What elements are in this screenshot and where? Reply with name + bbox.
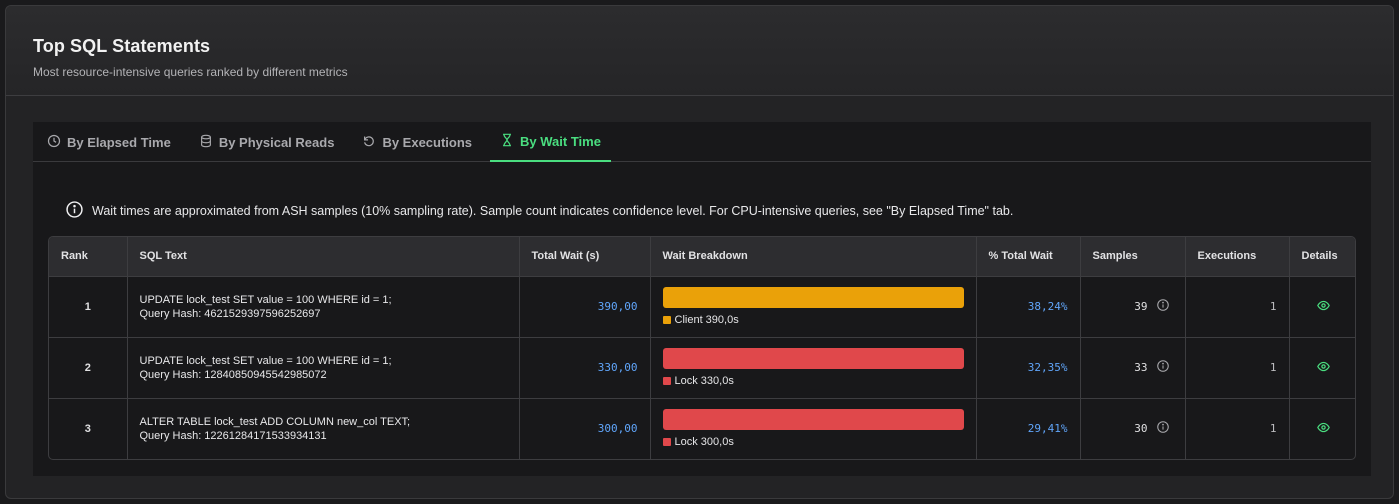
hourglass-icon: [500, 133, 514, 150]
wait-breakdown-bar: [662, 348, 964, 369]
samples-value: 30: [1134, 422, 1148, 436]
tab-label: By Elapsed Time: [67, 134, 171, 150]
query-hash: Query Hash: 4621529397596252697: [139, 307, 321, 320]
executions-cell: 1: [1185, 276, 1290, 337]
info-icon[interactable]: [1156, 360, 1169, 375]
wait-breakdown-legend: Lock 300,0s: [662, 436, 964, 449]
total-wait-cell: 300,00: [519, 398, 651, 459]
column-header-sql-text[interactable]: SQL Text: [127, 237, 520, 276]
tab-label: By Executions: [382, 134, 473, 150]
wait-breakdown-legend: Client 390,0s: [662, 314, 964, 326]
wait-breakdown-cell: Lock 330,0s: [650, 337, 977, 398]
info-icon[interactable]: [1156, 299, 1169, 314]
samples-cell: 33: [1080, 337, 1186, 398]
tab-bar: By Elapsed Time By Physical Reads By Exe…: [33, 122, 1371, 162]
wait-breakdown-legend: Lock 330,0s: [662, 375, 964, 387]
samples-cell: 30: [1080, 398, 1186, 459]
legend-swatch: [662, 316, 671, 324]
details-cell: [1289, 398, 1355, 459]
tab-panel: By Elapsed Time By Physical Reads By Exe…: [33, 122, 1371, 476]
info-text: Wait times are approximated from ASH sam…: [92, 203, 1014, 218]
wait-breakdown-cell: Lock 300,0s: [650, 398, 977, 459]
sql-text: ALTER TABLE lock_test ADD COLUMN new_col…: [139, 415, 411, 428]
column-header-rank[interactable]: Rank: [49, 237, 128, 276]
wait-breakdown-cell: Client 390,0s: [650, 276, 977, 337]
wait-breakdown-bar: [662, 409, 964, 431]
pct-total-wait-cell: 29,41%: [976, 398, 1081, 459]
query-hash: Query Hash: 12261284171533934131: [139, 429, 327, 442]
info-icon[interactable]: [1156, 421, 1169, 436]
samples-value: 33: [1134, 361, 1148, 374]
rank-cell: 2: [49, 337, 128, 398]
samples-value: 39: [1134, 300, 1148, 313]
legend-label: Client 390,0s: [674, 314, 739, 326]
query-hash: Query Hash: 12840850945542985072: [139, 368, 327, 381]
pct-total-wait-cell: 32,35%: [976, 337, 1081, 398]
sql-text-cell: ALTER TABLE lock_test ADD COLUMN new_col…: [127, 398, 520, 459]
wait-breakdown-bar: [662, 287, 964, 308]
tab-executions[interactable]: By Executions: [352, 122, 482, 162]
details-cell: [1289, 276, 1355, 337]
tab-wait-time[interactable]: By Wait Time: [490, 122, 611, 162]
legend-label: Lock 330,0s: [674, 375, 734, 387]
sql-text-cell: UPDATE lock_test SET value = 100 WHERE i…: [127, 276, 520, 337]
tab-label: By Physical Reads: [218, 134, 335, 150]
page-title: Top SQL Statements: [33, 36, 211, 56]
info-banner: Wait times are approximated from ASH sam…: [33, 162, 1371, 234]
executions-cell: 1: [1185, 337, 1290, 398]
eye-icon[interactable]: [1316, 299, 1330, 315]
column-header-samples[interactable]: Samples: [1080, 237, 1186, 276]
total-wait-cell: 390,00: [519, 276, 651, 337]
eye-icon[interactable]: [1316, 360, 1330, 376]
tab-label: By Wait Time: [520, 133, 601, 149]
refresh-icon: [362, 134, 376, 151]
sql-text-cell: UPDATE lock_test SET value = 100 WHERE i…: [127, 337, 520, 398]
column-header-wait-breakdown[interactable]: Wait Breakdown: [650, 237, 977, 276]
sql-text: UPDATE lock_test SET value = 100 WHERE i…: [139, 293, 392, 306]
top-sql-card: Top SQL Statements Most resource-intensi…: [5, 5, 1394, 499]
legend-swatch: [662, 438, 671, 447]
column-header-executions[interactable]: Executions: [1185, 237, 1290, 276]
column-header-pct-total-wait[interactable]: % Total Wait: [976, 237, 1081, 276]
details-cell: [1289, 337, 1355, 398]
executions-cell: 1: [1185, 398, 1290, 459]
table-row[interactable]: 2 UPDATE lock_test SET value = 100 WHERE…: [49, 337, 1355, 398]
eye-icon[interactable]: [1316, 421, 1330, 437]
card-header: Top SQL Statements Most resource-intensi…: [6, 6, 1393, 96]
legend-swatch: [662, 377, 671, 385]
table-header-row: Rank SQL Text Total Wait (s) Wait Breakd…: [49, 237, 1355, 276]
legend-label: Lock 300,0s: [674, 436, 734, 449]
database-icon: [199, 134, 213, 151]
sql-table: Rank SQL Text Total Wait (s) Wait Breakd…: [48, 236, 1356, 460]
tab-elapsed-time[interactable]: By Elapsed Time: [37, 122, 181, 162]
total-wait-cell: 330,00: [519, 337, 651, 398]
page-subtitle: Most resource-intensive queries ranked b…: [33, 65, 348, 79]
tab-physical-reads[interactable]: By Physical Reads: [189, 122, 345, 162]
samples-cell: 39: [1080, 276, 1186, 337]
sql-text: UPDATE lock_test SET value = 100 WHERE i…: [139, 354, 392, 367]
table-row[interactable]: 1 UPDATE lock_test SET value = 100 WHERE…: [49, 276, 1355, 337]
rank-cell: 1: [49, 276, 128, 337]
column-header-total-wait[interactable]: Total Wait (s): [519, 237, 651, 276]
info-icon: [66, 200, 83, 221]
column-header-details: Details: [1301, 250, 1338, 263]
table-row[interactable]: 3 ALTER TABLE lock_test ADD COLUMN new_c…: [49, 398, 1355, 459]
clock-icon: [47, 134, 61, 151]
rank-cell: 3: [49, 398, 128, 459]
pct-total-wait-cell: 38,24%: [976, 276, 1081, 337]
